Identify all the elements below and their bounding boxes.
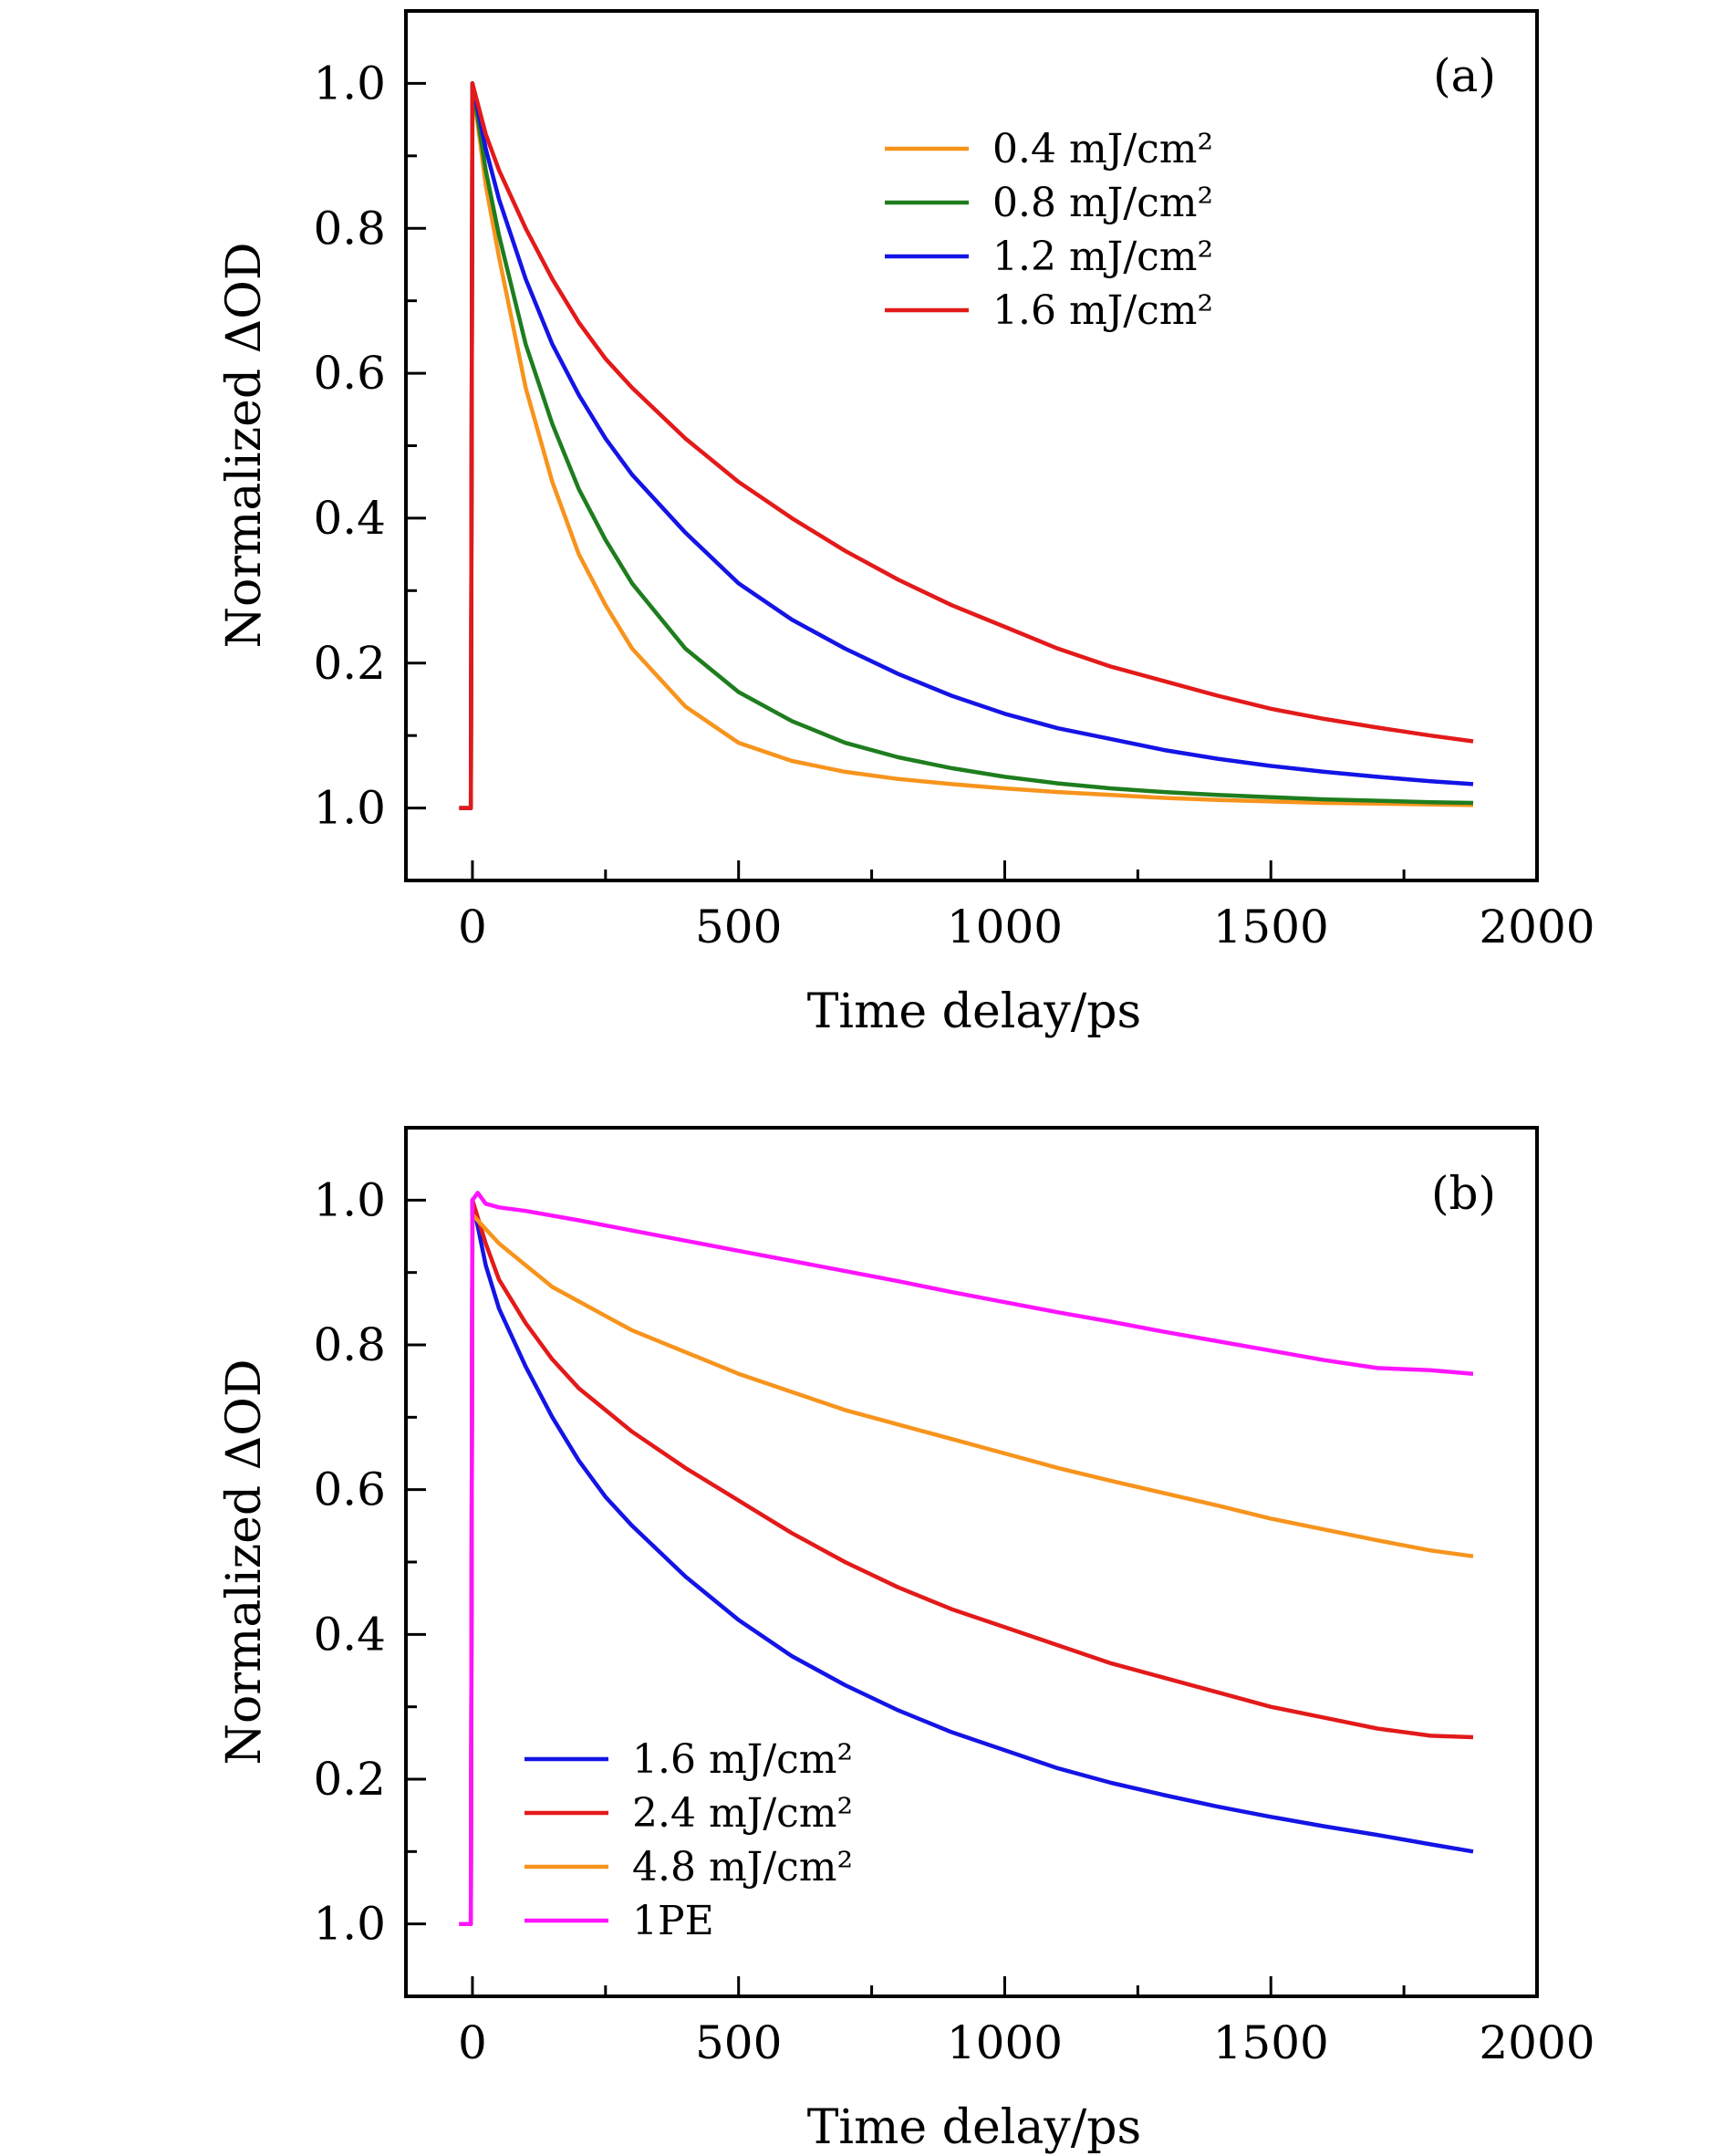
y-tick-label-b: 1.0 [313, 1898, 386, 1951]
legend-label-a-3: 1.2 mJ/cm² [992, 234, 1213, 280]
x-tick-label-b: 2000 [1479, 2016, 1594, 2069]
y-tick-label-a: 0.8 [313, 202, 386, 255]
series-line-b-4 [459, 1191, 1474, 1926]
y-tick-label-a: 1.0 [313, 57, 386, 109]
x-tick-label-a: 500 [695, 901, 782, 953]
x-axis-title-a: Time delay/ps [807, 984, 1142, 1039]
panel-a: (a) Normalized ΔOD Time delay/ps 0 500 100… [217, 9, 1595, 1039]
x-tick-label-a: 1500 [1213, 901, 1329, 953]
y-tick-label-a: 0.6 [313, 347, 386, 400]
x-tick-label-b: 500 [695, 2016, 782, 2069]
series-line-a-4 [459, 81, 1474, 810]
y-tick-label-a: 0.4 [313, 492, 386, 545]
y-tick-label-b: 0.4 [313, 1608, 386, 1661]
y-axis-title-b: Normalized ΔOD [217, 1359, 272, 1765]
legend-label-b-4: 1PE [632, 1898, 714, 1944]
x-tick-label-a: 1000 [947, 901, 1063, 953]
y-tick-label-b: 0.8 [313, 1318, 386, 1371]
y-tick-label-b: 0.2 [313, 1753, 386, 1806]
legend-label-b-3: 4.8 mJ/cm² [632, 1844, 853, 1890]
x-tick-label-b: 0 [458, 2016, 487, 2069]
y-tick-label-a: 0.2 [313, 637, 386, 690]
panel-label-a: (a) [1433, 49, 1496, 102]
y-tick-label-b: 1.0 [313, 1173, 386, 1226]
legend-label-b-2: 2.4 mJ/cm² [632, 1790, 853, 1837]
x-tick-label-b: 1000 [947, 2016, 1063, 2069]
panel-label-b: (b) [1431, 1167, 1496, 1220]
series-line-a-1 [459, 81, 1474, 810]
x-tick-label-b: 1500 [1213, 2016, 1329, 2069]
x-tick-label-a: 0 [458, 901, 487, 953]
y-tick-label-a: 1.0 [313, 782, 386, 835]
series-line-b-3 [459, 1212, 1474, 1926]
x-axis-title-b: Time delay/ps [807, 2100, 1142, 2155]
legend-label-b-1: 1.6 mJ/cm² [632, 1736, 853, 1783]
panel-b: (b) Normalized ΔOD Time delay/ps 0 500 100… [217, 1126, 1595, 2155]
y-tick-label-b: 0.6 [313, 1463, 386, 1516]
legend-label-a-4: 1.6 mJ/cm² [992, 287, 1213, 334]
series-line-a-2 [459, 81, 1474, 810]
x-tick-label-a: 2000 [1479, 901, 1594, 953]
plot-frame-a [404, 9, 1539, 882]
series-line-b-2 [459, 1198, 1474, 1926]
legend-label-a-1: 0.4 mJ/cm² [992, 126, 1213, 172]
y-axis-title-a: Normalized ΔOD [217, 242, 272, 648]
legend-label-a-2: 0.8 mJ/cm² [992, 180, 1213, 226]
series-line-b-1 [459, 1198, 1474, 1926]
series-line-a-3 [459, 81, 1474, 810]
